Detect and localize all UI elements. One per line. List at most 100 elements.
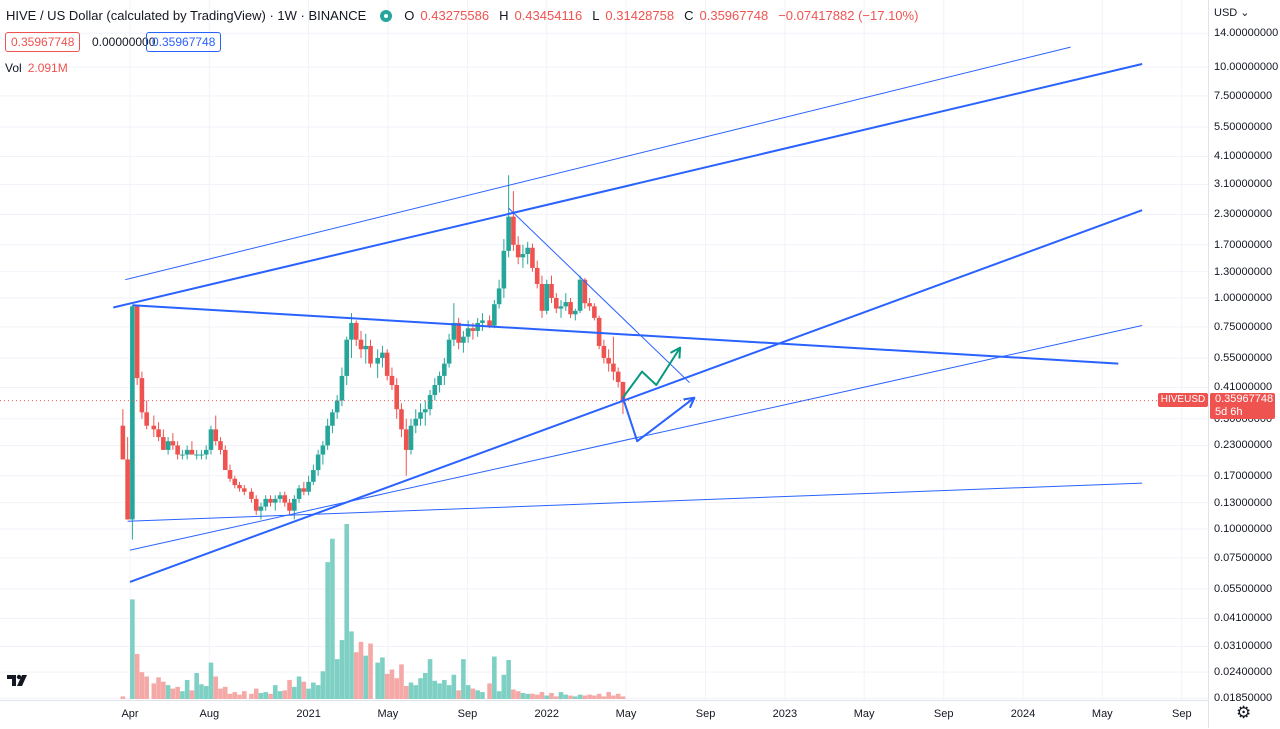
candle-body xyxy=(606,357,611,364)
candle-body xyxy=(249,491,254,499)
candle-body xyxy=(530,247,535,268)
upper-channel-line xyxy=(113,63,1143,309)
volume-bar xyxy=(461,659,466,699)
gear-icon[interactable]: ⚙ xyxy=(1236,703,1252,722)
symbol-title[interactable]: HIVE / US Dollar (calculated by TradingV… xyxy=(6,8,367,23)
time-tick-label: 2022 xyxy=(534,708,559,720)
price-tick-label: 0.55000000 xyxy=(1214,351,1273,364)
candle-body xyxy=(363,345,369,350)
volume-bar xyxy=(422,673,428,699)
price-tick-label: 0.13000000 xyxy=(1214,496,1273,509)
candle-body xyxy=(432,385,438,396)
currency-selector[interactable]: USD ⌄ xyxy=(1214,6,1250,19)
candle-body xyxy=(287,502,292,511)
candle-body xyxy=(534,267,540,284)
candle-body xyxy=(218,441,223,450)
volume-bar xyxy=(344,524,350,699)
volume-bar xyxy=(258,692,264,699)
candle-body xyxy=(501,250,507,289)
chart-legend: HIVE / US Dollar (calculated by TradingV… xyxy=(6,8,922,23)
candle-body xyxy=(203,449,209,455)
time-tick-label: Sep xyxy=(695,708,716,720)
candle-body xyxy=(394,385,400,410)
buy-button[interactable]: 0.35967748 xyxy=(146,32,222,52)
candle-body xyxy=(456,322,461,343)
volume-value: 2.091M xyxy=(27,61,68,75)
tradingview-logo-icon[interactable] xyxy=(6,670,32,690)
price-tick-label: 1.00000000 xyxy=(1214,292,1273,304)
volume-bar xyxy=(577,694,583,699)
candle-body xyxy=(515,244,521,258)
candle-body xyxy=(180,454,185,456)
price-tick-label: 14.00000000 xyxy=(1214,27,1279,40)
volume-bar xyxy=(544,695,550,699)
price-axis[interactable] xyxy=(1208,0,1280,728)
candle-body xyxy=(465,328,471,337)
price-tick-label: 0.10000000 xyxy=(1214,523,1273,535)
ohlc-high-value: 0.43454116 xyxy=(514,8,583,23)
price-tick-label: 10.00000000 xyxy=(1214,61,1279,73)
candle-body xyxy=(451,322,457,340)
volume-bar xyxy=(292,686,297,699)
candle-body xyxy=(525,247,530,255)
volume-bar xyxy=(268,693,273,699)
volume-bar xyxy=(553,696,559,699)
volume-bar xyxy=(134,653,140,699)
volume-bar xyxy=(606,692,611,699)
candle-body xyxy=(325,425,330,446)
candle-body xyxy=(263,498,269,507)
candle-body xyxy=(165,441,171,450)
symbol-price-tag: HIVEUSD xyxy=(1158,393,1208,407)
volume-bar xyxy=(470,688,476,699)
volume-bar xyxy=(480,692,485,699)
candle-body xyxy=(358,339,364,350)
candle-body xyxy=(442,363,447,376)
time-tick-label: 2021 xyxy=(296,708,321,720)
candle-body xyxy=(330,412,335,426)
time-tick-label: Apr xyxy=(121,708,139,720)
volume-bar xyxy=(194,673,199,699)
price-chart[interactable] xyxy=(0,0,1208,700)
volume-bar xyxy=(339,640,345,699)
candle-body xyxy=(134,306,140,379)
volume-bar xyxy=(349,631,354,699)
volume-bar xyxy=(325,562,330,699)
volume-bar xyxy=(368,643,373,699)
ohlc-low-label: L xyxy=(592,8,600,23)
candle-body xyxy=(587,303,592,307)
lower-support-line xyxy=(129,209,1143,583)
currency-label: USD xyxy=(1214,7,1238,19)
last-price-tag: 0.35967748 5d 6h xyxy=(1210,393,1275,419)
ohlc-open-value: 0.43275586 xyxy=(420,8,490,23)
candle-body xyxy=(506,216,511,251)
candle-body xyxy=(232,478,238,486)
volume-bar xyxy=(189,690,195,699)
volume-bar xyxy=(353,652,359,699)
spread-value: 0.00000000 xyxy=(92,35,156,49)
candle-body xyxy=(208,429,214,450)
sell-button[interactable]: 0.35967748 xyxy=(5,32,81,52)
volume-bar xyxy=(501,674,507,699)
volume-bar xyxy=(301,681,307,699)
trend-drawings[interactable] xyxy=(113,46,1143,583)
volume-bar xyxy=(403,686,409,699)
volume-bar xyxy=(427,659,433,699)
candle-body xyxy=(380,352,385,358)
candle-body xyxy=(144,412,149,426)
volume-bar xyxy=(492,656,497,699)
time-axis[interactable] xyxy=(0,700,1208,729)
volume-bar xyxy=(496,691,502,699)
candle-body xyxy=(296,488,302,499)
price-tick-label: 0.17000000 xyxy=(1214,469,1273,482)
volume-bar xyxy=(442,679,447,699)
upper-channel-outer-line xyxy=(125,46,1071,281)
price-tick-label: 0.07500000 xyxy=(1214,551,1273,564)
volume-bar xyxy=(315,685,321,699)
candle-body xyxy=(227,470,233,479)
candle-body xyxy=(151,425,157,430)
volume-bar xyxy=(330,538,335,699)
candle-body xyxy=(156,429,161,438)
volume-bar xyxy=(394,678,400,699)
neckline xyxy=(132,304,1119,365)
bearish-projection-path xyxy=(621,396,696,443)
